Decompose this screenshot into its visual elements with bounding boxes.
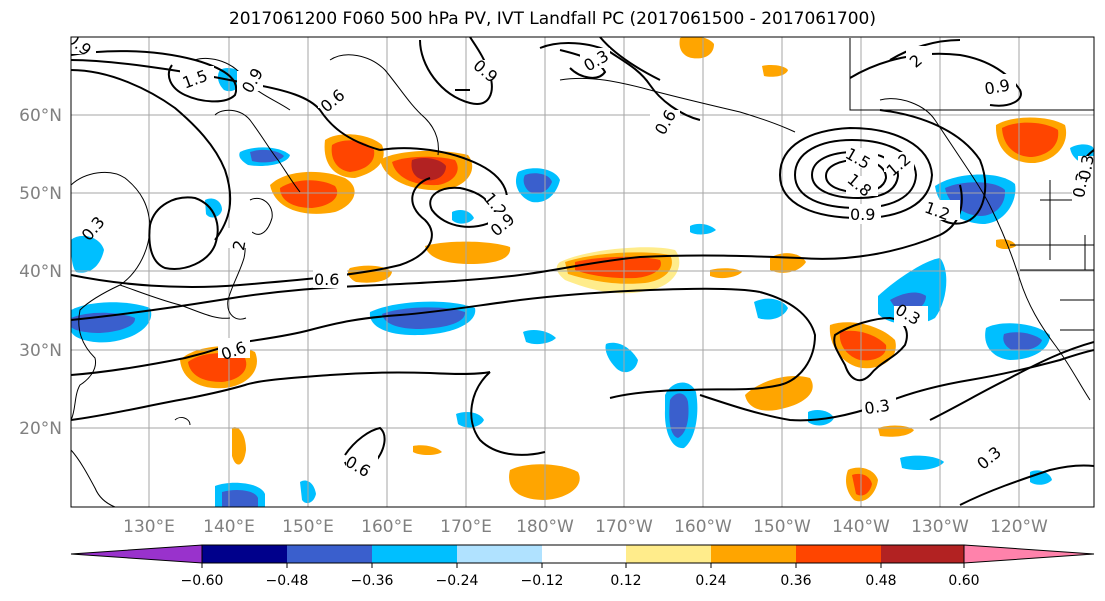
colorbar-tick-label: 0.12: [610, 573, 641, 589]
contour-label: 0.9: [983, 75, 1011, 98]
colorbar-segment: [372, 545, 457, 563]
lon-label: 160°E: [361, 517, 413, 537]
anomaly-negative: [1003, 332, 1042, 351]
contour-label: 0.9: [850, 205, 875, 224]
lat-label-40n: 40°N: [19, 262, 62, 282]
anomaly-negative: [222, 490, 258, 507]
colorbar-extend-high: [963, 544, 1095, 564]
colorbar-tick-label: 0.60: [948, 573, 979, 589]
colorbar-tick-label: −0.60: [181, 573, 224, 589]
anomaly-positive: [679, 37, 714, 59]
colorbar-tick-label: 0.48: [865, 573, 896, 589]
lat-label-30n: 30°N: [19, 341, 62, 361]
contour-label: 2: [229, 239, 249, 252]
lon-label: 160°W: [674, 517, 732, 537]
colorbar-tick-label: −0.36: [351, 573, 394, 589]
lon-label: 150°E: [282, 517, 334, 537]
map-title: 2017061200 F060 500 hPa PV, IVT Landfall…: [228, 9, 876, 29]
coastlines: [71, 38, 1094, 507]
anomaly-negative: [669, 393, 689, 438]
graticule: [71, 37, 1094, 507]
lon-label: 170°E: [440, 517, 492, 537]
anomaly-negative: [754, 298, 788, 320]
colorbar-segment: [626, 545, 711, 563]
colorbar-segment: [881, 545, 964, 563]
lon-label: 140°E: [203, 517, 255, 537]
anomaly-positive: [1002, 122, 1059, 157]
anomaly-positive: [509, 464, 580, 500]
anomaly-positive: [425, 241, 511, 264]
colorbar-extend-low: [70, 544, 203, 564]
longitude-labels: 130°E 140°E 150°E 160°E 170°E 180°W 170°…: [123, 517, 1048, 537]
anomaly-positive: [413, 445, 442, 455]
anomaly-positive: [852, 473, 872, 496]
lon-label: 130°W: [911, 517, 969, 537]
anomaly-positive: [280, 180, 338, 208]
pv-contours: [71, 37, 1094, 506]
map-area: 1.5 0.9 0.6 0.3 0.9 0.6 0.3 1.2 0.9 2 1.…: [71, 37, 1098, 507]
latitude-labels: 60°N 50°N 40°N 30°N 20°N: [19, 106, 62, 439]
anomaly-negative: [71, 235, 104, 273]
colorbar-tick-label: 0.24: [695, 573, 726, 589]
anomaly-positive: [232, 427, 246, 465]
anomaly-positive: [331, 140, 375, 172]
colorbar-tick-label: 0.36: [780, 573, 811, 589]
colorbar-segment: [796, 545, 881, 563]
lon-label: 180°W: [516, 517, 574, 537]
anomaly-positive: [745, 375, 813, 411]
contour-label: 0.3: [863, 396, 891, 418]
colorbar-tick-label: −0.48: [266, 573, 309, 589]
colorbar-segment: [457, 545, 542, 563]
anomaly-negative: [523, 330, 556, 345]
lat-label-50n: 50°N: [19, 184, 62, 204]
colorbar-segment: [542, 545, 626, 563]
contour-label: 0.3: [1075, 153, 1098, 181]
colorbar-segment: [711, 545, 796, 563]
lon-label: 170°W: [595, 517, 653, 537]
lat-label-20n: 20°N: [19, 419, 62, 439]
contour-label: 0.6: [314, 270, 339, 289]
lon-label: 130°E: [123, 517, 175, 537]
shaded-anomalies: [71, 37, 1094, 507]
lat-label-60n: 60°N: [19, 106, 62, 126]
anomaly-negative: [808, 410, 834, 426]
lon-label: 150°W: [753, 517, 811, 537]
anomaly-negative: [456, 412, 484, 428]
anomaly-positive: [411, 158, 446, 181]
anomaly-negative: [452, 210, 474, 224]
anomaly-positive: [996, 239, 1016, 249]
anomaly-positive: [188, 353, 247, 382]
anomaly-negative: [945, 182, 1006, 216]
anomaly-negative: [382, 307, 466, 329]
anomaly-negative: [205, 198, 222, 218]
anomaly-negative: [900, 455, 944, 470]
lon-label: 140°W: [832, 517, 890, 537]
anomaly-positive: [839, 330, 887, 361]
colorbar-segment: [287, 545, 372, 563]
colorbar: −0.60 −0.48 −0.36 −0.24 −0.12 0.12 0.24 …: [70, 544, 1095, 589]
anomaly-negative: [250, 149, 284, 163]
colorbar-segment: [202, 545, 287, 563]
colorbar-tick-label: −0.24: [436, 573, 479, 589]
colorbar-tick-label: −0.12: [521, 573, 564, 589]
map-frame: [70, 36, 1095, 508]
lon-label: 120°W: [990, 517, 1048, 537]
